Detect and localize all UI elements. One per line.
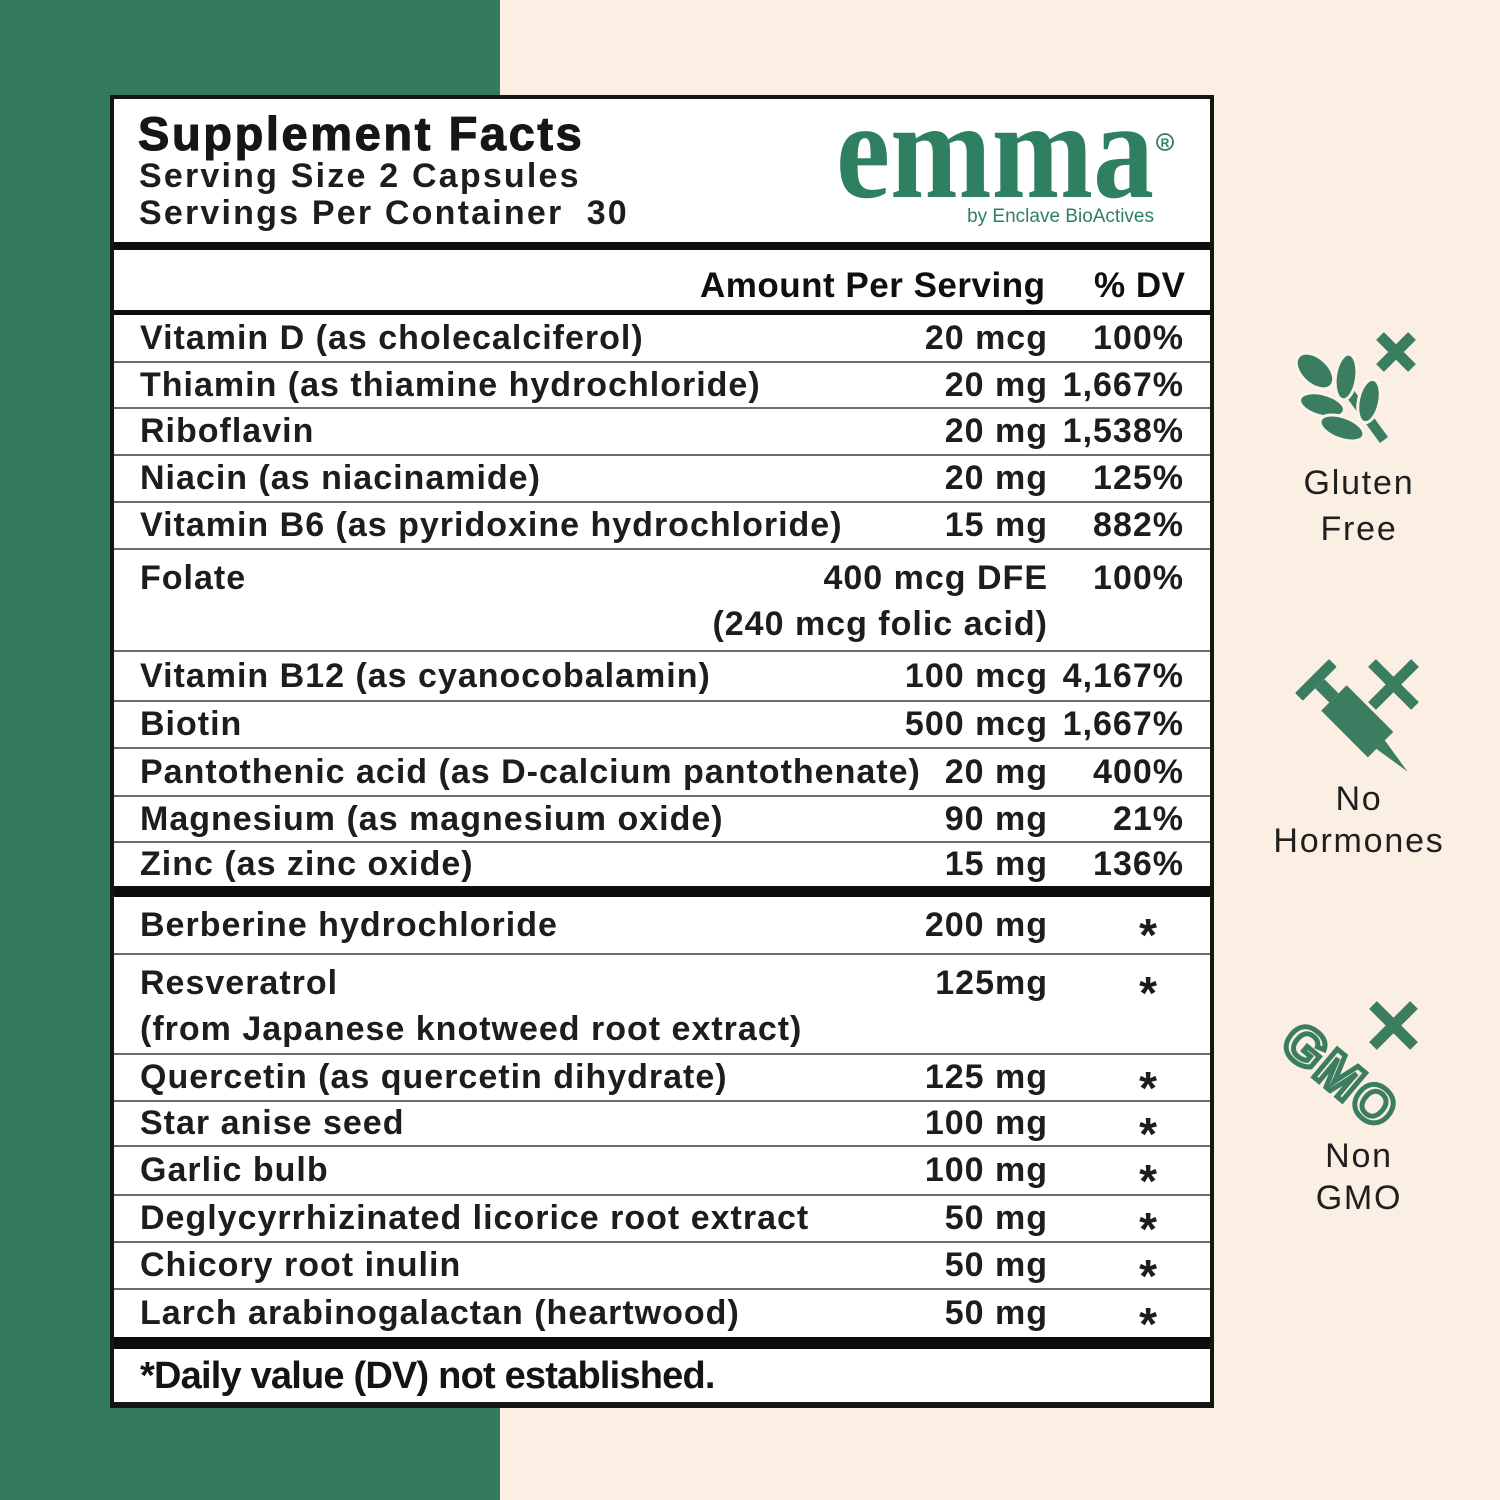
svg-text:R: R — [1161, 136, 1170, 150]
svg-text:by Enclave BioActives: by Enclave BioActives — [967, 206, 1154, 227]
svg-text:emma: emma — [836, 73, 1154, 228]
